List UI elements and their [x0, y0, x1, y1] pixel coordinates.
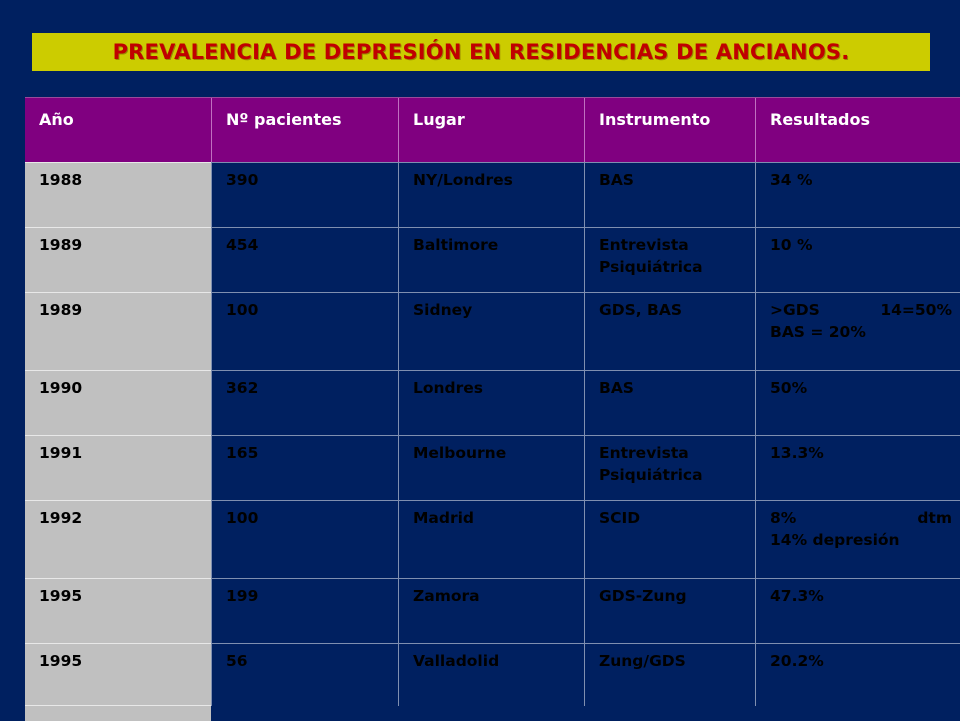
cell-place: Sidney — [398, 292, 584, 370]
table-row: 1989 454 Baltimore Entrevista Psiquiátrica 1… — [25, 227, 960, 292]
cell-year: 1992 — [25, 500, 211, 578]
cell-year: 1995 — [25, 578, 211, 643]
result-line: BAS = 20% — [770, 323, 866, 341]
result-line: 20.2% — [770, 652, 824, 670]
result-line: 50% — [770, 379, 808, 397]
table-row: 1995 199 Zamora GDS-Zung 47.3% — [25, 578, 960, 643]
cell-patients: 56 — [211, 643, 398, 706]
cell-patients: 362 — [211, 370, 398, 435]
header-patients: Nº pacientes — [211, 98, 398, 162]
title-bar: PREVALENCIA DE DEPRESIÓN EN RESIDENCIAS … — [32, 33, 930, 71]
result-line: >GDS 14=50% — [770, 301, 952, 319]
cell-year: 1990 — [25, 370, 211, 435]
cell-patients: 390 — [211, 162, 398, 227]
cell-place: Valladolid — [398, 643, 584, 706]
cell-place: Madrid — [398, 500, 584, 578]
result-line: 8% dtm — [770, 509, 952, 527]
result-line: 10 % — [770, 236, 813, 254]
table-row: 1988 390 NY/Londres BAS 34 % — [25, 162, 960, 227]
cell-instrument: BAS — [584, 162, 755, 227]
cell-result: 34 % — [755, 162, 960, 227]
cell-instrument: BAS — [584, 370, 755, 435]
cell-result: 8% dtm 14% depresión — [755, 500, 960, 578]
cell-year: 1989 — [25, 227, 211, 292]
result-line: 13.3% — [770, 444, 824, 462]
cell-instrument: SCID — [584, 500, 755, 578]
cell-patients: 100 — [211, 292, 398, 370]
table-row: 1990 362 Londres BAS 50% — [25, 370, 960, 435]
cell-result: 10 % — [755, 227, 960, 292]
table-row: 1992 100 Madrid SCID 8% dtm 14% depresión — [25, 500, 960, 578]
table-footer-cell — [25, 705, 211, 721]
table-header-row: Año Nº pacientes Lugar Instrumento Resul… — [25, 97, 960, 162]
cell-instrument: GDS-Zung — [584, 578, 755, 643]
cell-place: Baltimore — [398, 227, 584, 292]
cell-place: Londres — [398, 370, 584, 435]
table-row: 1995 56 Valladolid Zung/GDS 20.2% — [25, 643, 960, 706]
cell-patients: 454 — [211, 227, 398, 292]
cell-result: 20.2% — [755, 643, 960, 706]
prevalence-table: Año Nº pacientes Lugar Instrumento Resul… — [25, 97, 960, 706]
cell-instrument: Zung/GDS — [584, 643, 755, 706]
cell-result: 13.3% — [755, 435, 960, 500]
cell-instrument: GDS, BAS — [584, 292, 755, 370]
cell-result: 47.3% — [755, 578, 960, 643]
table-row: 1989 100 Sidney GDS, BAS >GDS 14=50% BAS = 20… — [25, 292, 960, 370]
header-results: Resultados — [755, 98, 960, 162]
cell-place: Zamora — [398, 578, 584, 643]
cell-result: >GDS 14=50% BAS = 20% — [755, 292, 960, 370]
result-line: 14% depresión — [770, 531, 900, 549]
result-line: 34 % — [770, 171, 813, 189]
cell-year: 1988 — [25, 162, 211, 227]
cell-patients: 100 — [211, 500, 398, 578]
cell-year: 1991 — [25, 435, 211, 500]
cell-year: 1995 — [25, 643, 211, 706]
result-line: 47.3% — [770, 587, 824, 605]
cell-instrument: Entrevista Psiquiátrica — [584, 435, 755, 500]
cell-place: Melbourne — [398, 435, 584, 500]
header-instrument: Instrumento — [584, 98, 755, 162]
cell-result: 50% — [755, 370, 960, 435]
cell-patients: 199 — [211, 578, 398, 643]
page-title: PREVALENCIA DE DEPRESIÓN EN RESIDENCIAS … — [112, 40, 850, 64]
table-row: 1991 165 Melbourne Entrevista Psiquiátrica 1… — [25, 435, 960, 500]
header-place: Lugar — [398, 98, 584, 162]
cell-place: NY/Londres — [398, 162, 584, 227]
header-year: Año — [39, 110, 74, 129]
cell-instrument: Entrevista Psiquiátrica — [584, 227, 755, 292]
cell-patients: 165 — [211, 435, 398, 500]
cell-year: 1989 — [25, 292, 211, 370]
